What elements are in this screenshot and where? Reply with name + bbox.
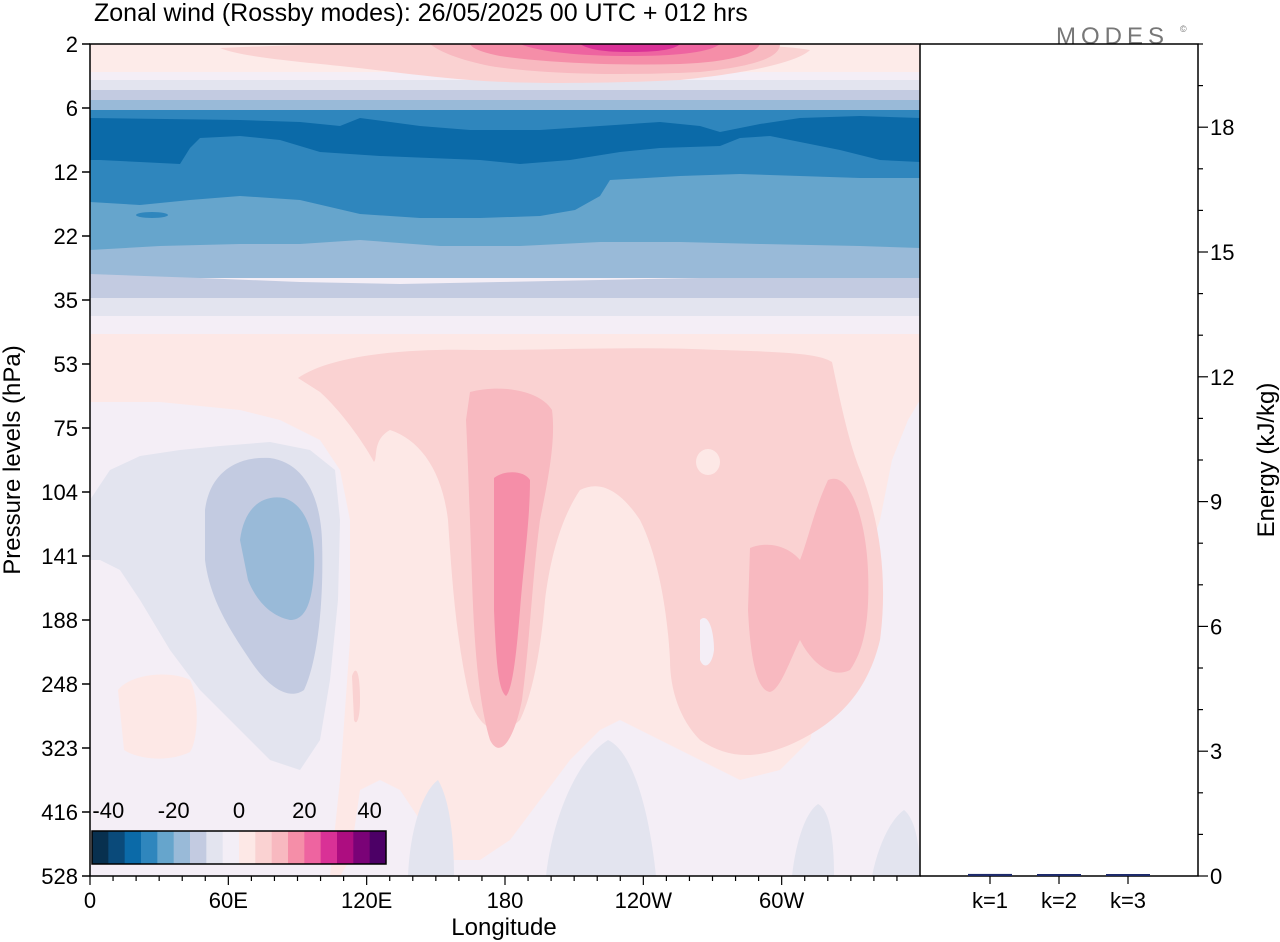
energy-bars: k=1 k=2 k=3 — [968, 873, 1150, 913]
pressure-axis: 2 6 12 22 35 53 75 104 141 188 248 323 416 528 — [41, 32, 90, 889]
colorbar-swatch — [288, 831, 305, 864]
colorbar-swatch — [173, 831, 191, 864]
modes-logo-mark: © — [1180, 24, 1187, 34]
blue-easterly-core — [240, 497, 315, 620]
x-axis-label: Longitude — [451, 914, 556, 941]
energy-tick-label: 15 — [1210, 240, 1234, 265]
colorbar-swatch — [320, 831, 338, 864]
colorbar-swatch — [190, 831, 207, 864]
energy-axis-label: Energy (kJ/kg) — [1253, 383, 1280, 538]
colorbar-swatch — [92, 831, 109, 864]
lavender-lobe-2 — [546, 740, 656, 876]
pink-tongue-west-core — [494, 472, 530, 696]
lavender-lobe-1 — [408, 780, 454, 876]
longitude-tick-label: 0 — [84, 888, 96, 913]
blue-small-blob — [136, 212, 168, 218]
energy-tick-label: 18 — [1210, 115, 1234, 140]
colorbar-swatch — [108, 831, 126, 864]
pressure-tick-label: 2 — [66, 32, 78, 57]
colorbar-swatch — [141, 831, 158, 864]
colorbar-tick-label: -20 — [158, 798, 190, 823]
colorbar-swatch — [271, 831, 289, 864]
energy-tick-label: 3 — [1210, 739, 1222, 764]
grey-blue-lower-band — [90, 274, 920, 298]
colorbar: -40 -20 0 20 40 — [91, 798, 387, 865]
pink-patch-south — [118, 674, 197, 759]
category-label: k=3 — [1110, 888, 1146, 913]
colorbar-frame — [91, 830, 387, 865]
colorbar-swatch — [124, 831, 142, 864]
pink-tongue-outer — [298, 348, 884, 755]
longitude-axis: 0 60E 120E 180 120W 60W — [84, 876, 898, 913]
lavender-hole-east — [696, 449, 720, 475]
pink-tongue-east-2 — [748, 478, 869, 692]
modes-logo: MODES — [1056, 23, 1169, 50]
longitude-tick-label: 120E — [341, 888, 392, 913]
category-label: k=1 — [972, 888, 1008, 913]
energy-bar — [968, 873, 1012, 876]
energy-tick-label: 12 — [1210, 365, 1234, 390]
pressure-tick-label: 416 — [41, 800, 78, 825]
grey-blue-band — [90, 90, 920, 100]
colorbar-swatch — [239, 831, 256, 864]
lavender-band — [90, 80, 920, 90]
lavender-lower-band — [90, 298, 920, 316]
colorbar-swatch — [255, 831, 273, 864]
colorbar-swatch — [337, 831, 354, 864]
pale-blue-band — [90, 100, 920, 110]
energy-tick-label: 6 — [1210, 614, 1222, 639]
colorbar-swatch — [304, 831, 322, 864]
y-axis-label: Pressure levels (hPa) — [0, 345, 26, 574]
longitude-tick-label: 180 — [487, 888, 524, 913]
pressure-tick-label: 6 — [66, 96, 78, 121]
colorbar-tick-label: 0 — [233, 798, 245, 823]
contour-field — [90, 44, 920, 876]
energy-tick-label: 9 — [1210, 490, 1222, 515]
colorbar-swatch — [222, 831, 240, 864]
energy-bar — [1037, 874, 1081, 876]
pressure-tick-label: 53 — [54, 352, 78, 377]
pressure-tick-label: 22 — [54, 224, 78, 249]
lavender-patch-mid — [700, 618, 714, 666]
longitude-tick-label: 60W — [759, 888, 804, 913]
pink-sliver — [352, 670, 360, 723]
pressure-tick-label: 188 — [41, 608, 78, 633]
pale-blue-lower-band — [90, 240, 920, 278]
pressure-tick-label: 75 — [54, 416, 78, 441]
energy-axis: 0 3 6 9 12 15 18 — [1198, 43, 1234, 889]
lavender-lobe-3 — [792, 804, 834, 876]
colorbar-tick-label: -40 — [92, 798, 124, 823]
category-label: k=2 — [1041, 888, 1077, 913]
pressure-tick-label: 323 — [41, 736, 78, 761]
colorbar-swatch — [206, 831, 224, 864]
dark-blue-core-west — [90, 116, 920, 164]
colorbar-swatch — [353, 831, 371, 864]
colorbar-tick-label: 20 — [292, 798, 316, 823]
pressure-tick-label: 12 — [54, 160, 78, 185]
longitude-tick-label: 60E — [209, 888, 248, 913]
energy-panel-frame — [920, 43, 1199, 877]
stratopause-westerly-core — [580, 44, 680, 52]
pressure-tick-label: 35 — [54, 288, 78, 313]
pressure-tick-label: 528 — [41, 864, 78, 889]
colorbar-tick-label: 40 — [357, 798, 381, 823]
colorbar-swatch — [369, 831, 387, 864]
pressure-tick-label: 248 — [41, 672, 78, 697]
energy-bar — [1106, 874, 1150, 876]
pressure-tick-label: 104 — [41, 480, 78, 505]
energy-tick-label: 0 — [1210, 864, 1222, 889]
colorbar-swatch — [157, 831, 175, 864]
lavender-lobe-4 — [872, 810, 920, 876]
longitude-tick-label: 120W — [615, 888, 673, 913]
light-blue-lower-band — [90, 174, 920, 250]
chart-title: Zonal wind (Rossby modes): 26/05/2025 00… — [94, 0, 748, 27]
pressure-tick-label: 141 — [41, 544, 78, 569]
